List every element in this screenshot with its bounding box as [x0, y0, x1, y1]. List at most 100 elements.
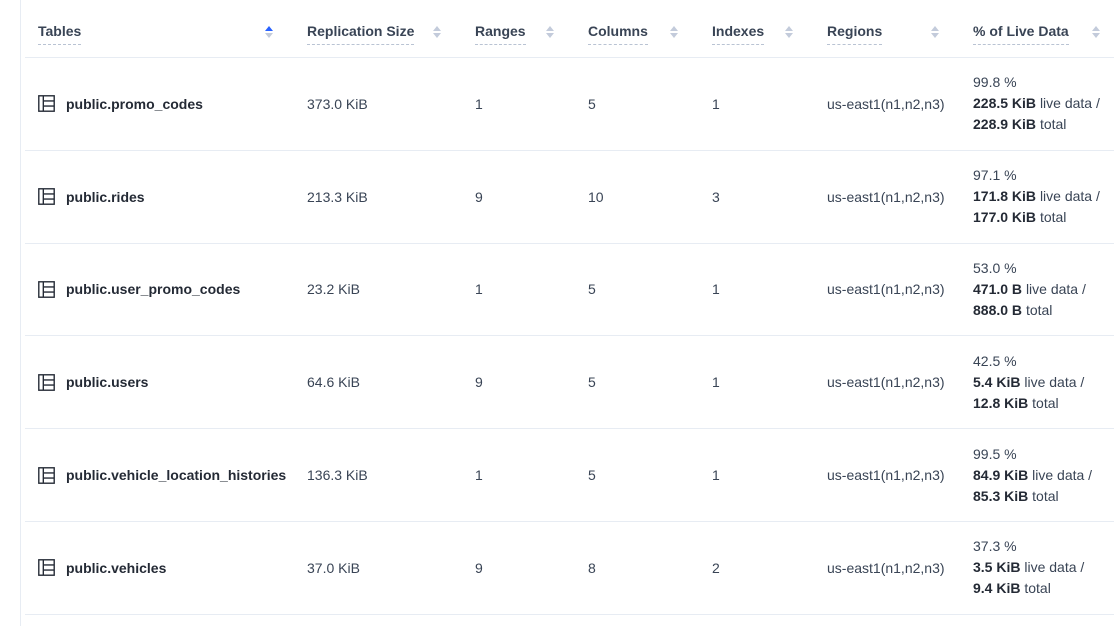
total-suffix: total	[1025, 301, 1053, 318]
indexes-cell: 1	[712, 467, 720, 484]
total-size-line: 12.8 KiB total	[973, 393, 1106, 414]
live-data-cell: 37.3 % 3.5 KiB live data / 9.4 KiB total	[973, 536, 1106, 599]
column-header-replication-size[interactable]: Replication Size	[307, 23, 475, 45]
live-size-line: 471.0 B live data /	[973, 279, 1106, 300]
indexes-cell: 1	[712, 374, 720, 391]
ranges-cell: 9	[475, 559, 483, 576]
live-data-cell: 97.1 % 171.8 KiB live data / 177.0 KiB t…	[973, 165, 1106, 228]
total-size: 177.0 KiB	[973, 209, 1037, 226]
replication-size-cell: 213.3 KiB	[307, 188, 368, 205]
total-size: 12.8 KiB	[973, 394, 1029, 411]
column-header-label: Columns	[588, 23, 648, 45]
live-size-line: 5.4 KiB live data /	[973, 372, 1106, 393]
replication-size-cell: 64.6 KiB	[307, 374, 360, 391]
table-name-link[interactable]: public.promo_codes	[66, 95, 203, 112]
table-row[interactable]: public.vehicles 37.0 KiB 9 8 2 us-east1(…	[25, 522, 1114, 615]
sort-desc-icon[interactable]	[433, 32, 441, 38]
sort-asc-icon[interactable]	[265, 25, 273, 31]
table-grid-icon	[38, 95, 55, 113]
live-percent: 97.1 %	[973, 167, 1017, 184]
sort-desc-icon[interactable]	[265, 32, 273, 38]
table-header-row: Tables Replication Size Ranges Columns I…	[25, 0, 1114, 58]
regions-cell: us-east1(n1,n2,n3)	[827, 95, 945, 112]
live-data-cell: 99.5 % 84.9 KiB live data / 85.3 KiB tot…	[973, 444, 1106, 507]
indexes-cell: 1	[712, 281, 720, 298]
replication-size-cell: 373.0 KiB	[307, 95, 368, 112]
ranges-cell: 1	[475, 467, 483, 484]
sort-asc-icon[interactable]	[670, 25, 678, 31]
table-name-cell: public.vehicle_location_histories	[38, 466, 307, 484]
sort-icons[interactable]	[433, 25, 441, 38]
total-size: 888.0 B	[973, 301, 1023, 318]
column-header-regions[interactable]: Regions	[827, 23, 973, 45]
column-header-live-data[interactable]: % of Live Data	[973, 23, 1106, 45]
sort-asc-icon[interactable]	[785, 25, 793, 31]
regions-cell: us-east1(n1,n2,n3)	[827, 559, 945, 576]
live-suffix: live data /	[1024, 559, 1085, 576]
sort-asc-icon[interactable]	[1092, 25, 1100, 31]
table-row[interactable]: public.vehicle_location_histories 136.3 …	[25, 429, 1114, 522]
column-header-label: Tables	[38, 23, 82, 45]
column-header-columns[interactable]: Columns	[588, 23, 712, 45]
sort-desc-icon[interactable]	[931, 32, 939, 38]
live-size: 5.4 KiB	[973, 373, 1021, 390]
sort-icons[interactable]	[931, 25, 939, 38]
live-data-cell: 42.5 % 5.4 KiB live data / 12.8 KiB tota…	[973, 351, 1106, 414]
sort-desc-icon[interactable]	[1092, 32, 1100, 38]
sort-desc-icon[interactable]	[785, 32, 793, 38]
live-percent: 99.8 %	[973, 74, 1017, 91]
table-name-link[interactable]: public.vehicles	[66, 559, 167, 576]
total-size-line: 9.4 KiB total	[973, 578, 1106, 599]
live-suffix: live data /	[1025, 280, 1086, 297]
total-suffix: total	[1039, 209, 1067, 226]
sort-icons[interactable]	[265, 25, 273, 38]
sort-desc-icon[interactable]	[546, 32, 554, 38]
database-tables-table: Tables Replication Size Ranges Columns I…	[25, 0, 1114, 615]
table-row[interactable]: public.user_promo_codes 23.2 KiB 1 5 1 u…	[25, 244, 1114, 337]
live-data-cell: 53.0 % 471.0 B live data / 888.0 B total	[973, 258, 1106, 321]
indexes-cell: 3	[712, 188, 720, 205]
table-name-link[interactable]: public.rides	[66, 188, 145, 205]
sort-asc-icon[interactable]	[433, 25, 441, 31]
total-suffix: total	[1032, 487, 1059, 504]
table-name-link[interactable]: public.vehicle_location_histories	[66, 467, 287, 484]
table-name-link[interactable]: public.user_promo_codes	[66, 281, 241, 298]
column-header-tables[interactable]: Tables	[38, 23, 307, 45]
total-suffix: total	[1032, 394, 1059, 411]
table-grid-icon	[38, 559, 55, 577]
table-name-cell: public.vehicles	[38, 559, 307, 577]
live-percent: 53.0 %	[973, 259, 1017, 276]
sort-desc-icon[interactable]	[670, 32, 678, 38]
table-grid-icon	[38, 281, 55, 298]
table-name-cell: public.user_promo_codes	[38, 281, 307, 298]
table-row[interactable]: public.rides 213.3 KiB 9 10 3 us-east1(n…	[25, 151, 1114, 244]
column-header-ranges[interactable]: Ranges	[475, 23, 588, 45]
live-suffix: live data /	[1039, 188, 1100, 205]
table-row[interactable]: public.users 64.6 KiB 9 5 1 us-east1(n1,…	[25, 336, 1114, 430]
live-size: 171.8 KiB	[973, 188, 1037, 205]
columns-cell: 5	[588, 95, 596, 112]
column-header-label: Indexes	[712, 23, 765, 45]
live-percent: 42.5 %	[973, 352, 1017, 369]
live-size-line: 228.5 KiB live data /	[973, 93, 1106, 114]
sort-icons[interactable]	[546, 25, 554, 38]
columns-cell: 5	[588, 467, 596, 484]
column-header-label: Replication Size	[307, 23, 415, 45]
live-size-line: 171.8 KiB live data /	[973, 186, 1106, 207]
table-name-link[interactable]: public.users	[66, 374, 149, 391]
sort-icons[interactable]	[785, 25, 793, 38]
live-size: 84.9 KiB	[973, 466, 1029, 483]
column-header-indexes[interactable]: Indexes	[712, 23, 827, 45]
table-grid-icon	[38, 466, 55, 484]
table-row[interactable]: public.promo_codes 373.0 KiB 1 5 1 us-ea…	[25, 58, 1114, 151]
sort-asc-icon[interactable]	[931, 25, 939, 31]
ranges-cell: 1	[475, 95, 483, 112]
sort-icons[interactable]	[670, 25, 678, 38]
table-grid-icon	[38, 373, 55, 391]
indexes-cell: 2	[712, 559, 720, 576]
sort-icons[interactable]	[1092, 25, 1100, 38]
table-name-cell: public.promo_codes	[38, 95, 307, 113]
sort-asc-icon[interactable]	[546, 25, 554, 31]
total-size-line: 85.3 KiB total	[973, 486, 1106, 507]
